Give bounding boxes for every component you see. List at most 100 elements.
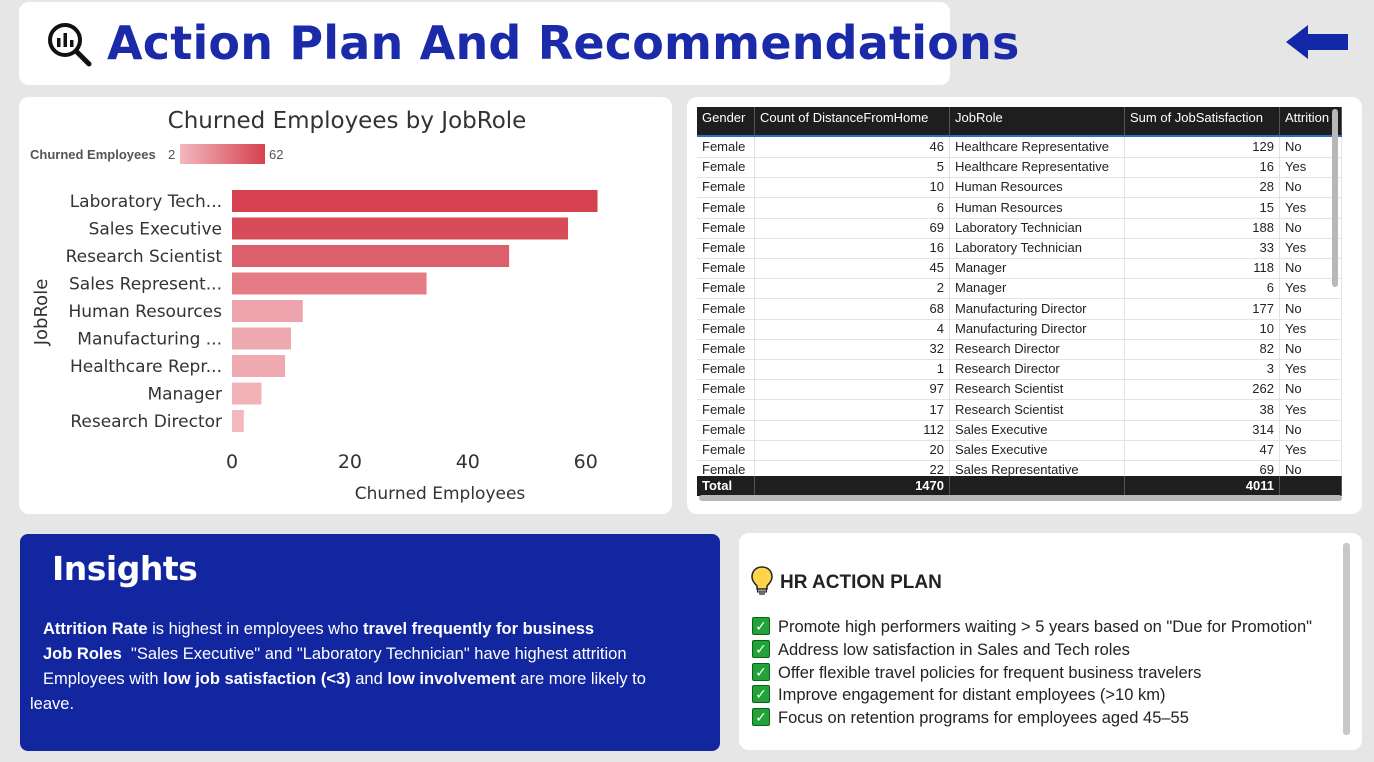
table-cell: Female: [697, 298, 755, 319]
table-cell: Human Resources: [950, 197, 1125, 218]
table-row[interactable]: Female 20 Sales Executive 47 Yes: [697, 440, 1342, 461]
checkbox-icon: ✓: [752, 662, 770, 681]
column-header[interactable]: JobRole: [950, 107, 1125, 135]
table-cell: 32: [755, 339, 950, 359]
table-cell: Female: [697, 440, 755, 460]
column-header[interactable]: Sum of JobSatisfaction: [1125, 107, 1280, 135]
chart-bar[interactable]: [232, 245, 510, 267]
x-tick-label: 40: [456, 451, 480, 473]
chart-card: Churned Employees by JobRole Churned Emp…: [19, 97, 672, 514]
table-row[interactable]: Female 4 Manufacturing Director 10 Yes: [697, 318, 1342, 340]
y-axis-label: JobRole: [31, 279, 52, 347]
table-cell: No: [1280, 137, 1342, 157]
table-cell: Yes: [1280, 318, 1342, 339]
table-cell: Laboratory Technician: [950, 217, 1125, 238]
table-cell: Sales Executive: [950, 440, 1125, 460]
x-tick-label: 20: [338, 451, 362, 473]
table-cell: Manager: [950, 258, 1125, 279]
table-row[interactable]: Female 97 Research Scientist 262 No: [697, 379, 1342, 401]
table-cell: 262: [1125, 379, 1280, 400]
chart-bar[interactable]: [232, 382, 262, 405]
arrow-left-icon[interactable]: [1286, 25, 1348, 59]
bars-group: [232, 190, 598, 432]
table-cell: No: [1280, 339, 1342, 359]
table-row[interactable]: Female 46 Healthcare Representative 129 No: [697, 137, 1342, 158]
table-cell: 188: [1125, 217, 1280, 238]
table-row[interactable]: Female 112 Sales Executive 314 No: [697, 419, 1342, 441]
table-cell: No: [1280, 258, 1342, 279]
checkbox-icon: ✓: [752, 616, 770, 635]
column-header[interactable]: Count of DistanceFromHome: [755, 107, 950, 135]
table-row[interactable]: Female 16 Laboratory Technician 33 Yes: [697, 238, 1342, 259]
plan-item-text: Promote high performers waiting > 5 year…: [778, 618, 1313, 636]
chart-bar[interactable]: [232, 410, 244, 432]
table-cell: 15: [1125, 197, 1280, 218]
plan-item-text: Focus on retention programs for employee…: [778, 709, 1189, 727]
vertical-scrollbar[interactable]: [1332, 109, 1338, 287]
plan-item: ✓ Address low satisfaction in Sales and T…: [752, 639, 1130, 661]
table-cell: 16: [755, 238, 950, 258]
magnify-chart-icon: [48, 23, 92, 67]
x-tick-label: 60: [574, 451, 598, 473]
insight-line-2: Job Roles "Sales Executive" and "Laborat…: [43, 645, 627, 664]
table-cell: Female: [697, 137, 755, 157]
table-row[interactable]: Female 10 Human Resources 28 No: [697, 177, 1342, 199]
chart-bar[interactable]: [232, 300, 303, 322]
table-cell: 45: [755, 258, 950, 279]
table-row[interactable]: Female 22 Sales Representative 69 No: [697, 460, 1342, 482]
table-cell: 46: [755, 137, 950, 157]
table-cell: No: [1280, 217, 1342, 238]
chart-bar[interactable]: [232, 217, 569, 240]
table-cell: Research Director: [950, 359, 1125, 380]
column-header[interactable]: Gender: [697, 107, 755, 135]
table-cell: 82: [1125, 339, 1280, 359]
chart-title: Churned Employees by JobRole: [168, 108, 527, 134]
insight-bold: travel frequently for business: [363, 620, 595, 638]
insight-bold: low involvement: [387, 670, 516, 688]
table-cell: 5: [755, 157, 950, 178]
table-row[interactable]: Female 5 Healthcare Representative 16 Yes: [697, 157, 1342, 179]
table-row[interactable]: Female 32 Research Director 82 No: [697, 339, 1342, 360]
insight-text: are more likely to: [515, 670, 646, 688]
total-cell: 1470: [755, 476, 950, 496]
legend-label: Churned Employees: [30, 147, 156, 162]
table-cell: Female: [697, 177, 755, 198]
x-axis-label: Churned Employees: [355, 484, 526, 504]
category-label: Healthcare Repr...: [70, 357, 222, 377]
table-cell: Female: [697, 157, 755, 178]
table-cell: Sales Executive: [950, 419, 1125, 440]
table-cell: Female: [697, 238, 755, 258]
table-cell: Female: [697, 460, 755, 481]
table-row[interactable]: Female 6 Human Resources 15 Yes: [697, 197, 1342, 219]
table-row[interactable]: Female 2 Manager 6 Yes: [697, 278, 1342, 300]
table-cell: Female: [697, 379, 755, 400]
table-row[interactable]: Female 17 Research Scientist 38 Yes: [697, 399, 1342, 421]
table-cell: 22: [755, 460, 950, 481]
table-cell: Female: [697, 278, 755, 299]
category-label: Sales Represent...: [69, 275, 222, 295]
insight-text: and: [350, 670, 388, 688]
horizontal-scrollbar[interactable]: [699, 495, 1342, 501]
table-cell: Research Scientist: [950, 399, 1125, 420]
table-cell: Female: [697, 318, 755, 339]
chart-bar[interactable]: [232, 190, 598, 212]
total-cell: 4011: [1125, 476, 1280, 496]
vertical-scrollbar[interactable]: [1343, 543, 1350, 735]
insight-line-1: Attrition Rate is highest in employees w…: [43, 620, 594, 639]
table-row[interactable]: Female 68 Manufacturing Director 177 No: [697, 298, 1342, 320]
table-row[interactable]: Female 1 Research Director 3 Yes: [697, 359, 1342, 381]
table-row[interactable]: Female 69 Laboratory Technician 188 No: [697, 217, 1342, 239]
table-cell: 2: [755, 278, 950, 299]
column-header[interactable]: Attrition: [1280, 107, 1342, 135]
chart-bar[interactable]: [232, 355, 286, 377]
data-table: Gender Count of DistanceFromHome JobRole Su…: [697, 107, 1342, 501]
table-cell: Female: [697, 258, 755, 279]
total-cell: [1280, 476, 1342, 496]
table-cell: Manufacturing Director: [950, 298, 1125, 319]
chart-bar[interactable]: [232, 327, 291, 350]
chart-bar[interactable]: [232, 272, 427, 295]
header-card: Action Plan And Recommendations: [19, 2, 1019, 85]
table-row[interactable]: Female 45 Manager 118 No: [697, 258, 1342, 280]
header-divider: [697, 135, 1342, 137]
plan-item-text: Improve engagement for distant employees…: [778, 686, 1166, 704]
